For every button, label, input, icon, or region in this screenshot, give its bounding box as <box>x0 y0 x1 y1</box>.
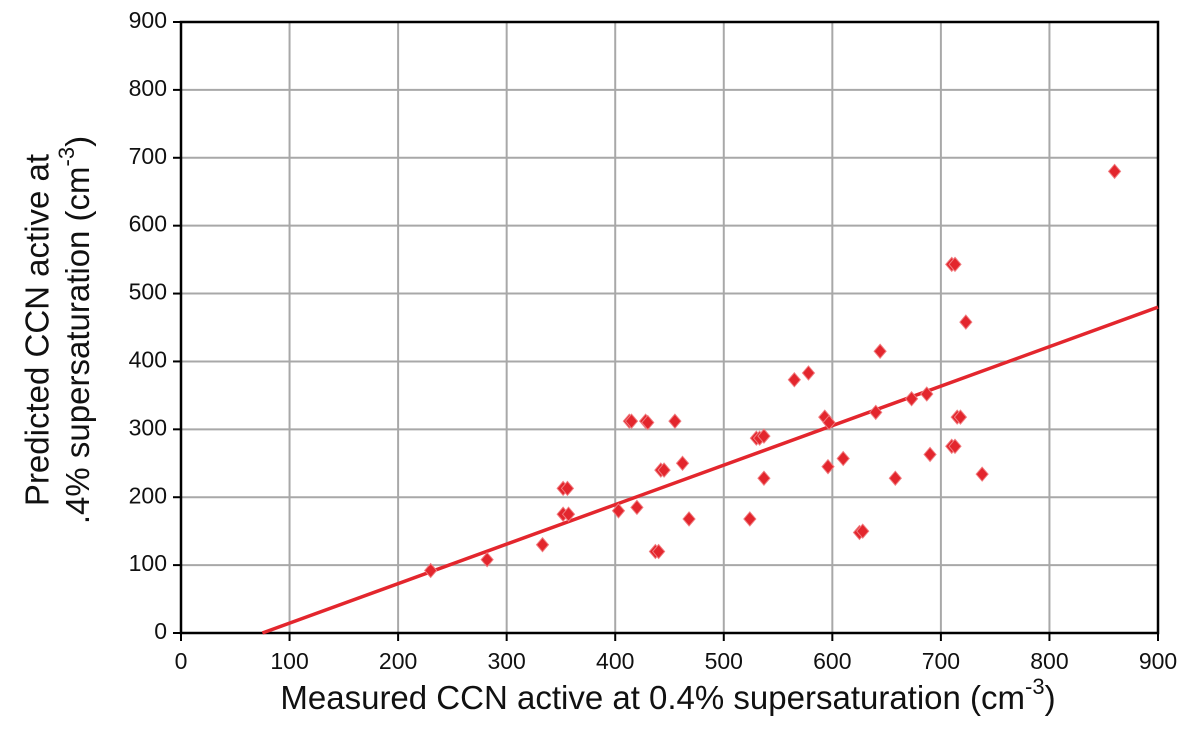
y-tick-label: 800 <box>129 75 167 101</box>
point <box>836 450 850 467</box>
x-axis-label-sup: -3 <box>1025 674 1045 699</box>
point <box>757 470 771 486</box>
point <box>641 414 655 431</box>
point <box>480 551 494 568</box>
point <box>651 543 666 560</box>
x-tick-label: 0 <box>175 648 188 674</box>
x-tick-label: 400 <box>596 648 634 674</box>
y-tick-label: 700 <box>129 143 167 169</box>
point <box>624 413 639 429</box>
point <box>923 446 937 463</box>
x-axis-label: Measured CCN active at 0.4% supersaturat… <box>280 674 1055 716</box>
point <box>959 314 973 330</box>
y-tick-label: 500 <box>129 279 167 305</box>
x-tick-label: 700 <box>922 648 960 674</box>
y-tick-label: 600 <box>129 211 167 237</box>
point <box>535 536 550 553</box>
x-axis-label-text: Measured CCN active at 0.4% supersaturat… <box>280 679 1025 716</box>
point <box>682 511 696 527</box>
x-tick-label: 100 <box>270 648 308 674</box>
x-tick-label: 600 <box>813 648 851 674</box>
point <box>743 511 757 527</box>
point <box>675 455 690 472</box>
y-axis-label-line2: .4% supersaturation (cm-3) <box>54 136 96 524</box>
point <box>948 256 962 273</box>
point <box>801 365 816 381</box>
point <box>869 404 883 421</box>
y-tick-label: 400 <box>129 347 167 373</box>
trend-line <box>261 305 1159 635</box>
y-axis-label-text: .4% supersaturation (cm <box>59 166 96 524</box>
point <box>904 391 919 407</box>
point <box>948 438 962 455</box>
x-axis-label-end: ) <box>1045 679 1056 716</box>
x-tick-label: 800 <box>1030 648 1068 674</box>
y-tick-label: 100 <box>129 550 167 576</box>
point <box>560 480 575 497</box>
point <box>787 372 801 388</box>
point <box>757 428 771 444</box>
point <box>888 470 902 486</box>
point <box>920 386 934 402</box>
x-tick-label: 900 <box>1139 648 1177 674</box>
point <box>561 506 576 522</box>
point <box>856 523 870 539</box>
y-tick-label: 0 <box>154 618 167 644</box>
point <box>822 414 836 431</box>
point <box>1107 163 1122 180</box>
x-tick-label: 500 <box>705 648 743 674</box>
y-tick-label: 900 <box>129 7 167 33</box>
x-tick-label: 200 <box>379 648 417 674</box>
point <box>821 458 835 475</box>
x-tick-label: 300 <box>487 648 525 674</box>
point <box>873 343 887 360</box>
plot-frame <box>179 20 1160 635</box>
point <box>630 499 644 516</box>
y-axis-label-line1: Predicted CCN active at <box>19 154 56 506</box>
y-axis-label-sup: -3 <box>54 147 79 167</box>
point <box>953 409 968 425</box>
y-axis-label-end: ) <box>59 136 96 147</box>
point <box>424 562 438 579</box>
y-tick-label: 200 <box>129 482 167 508</box>
point <box>611 503 626 519</box>
point <box>668 413 682 429</box>
y-axis-label: Predicted CCN active at .4% supersaturat… <box>19 136 96 524</box>
y-tick-label: 300 <box>129 414 167 440</box>
point <box>975 466 989 482</box>
point <box>657 462 671 478</box>
